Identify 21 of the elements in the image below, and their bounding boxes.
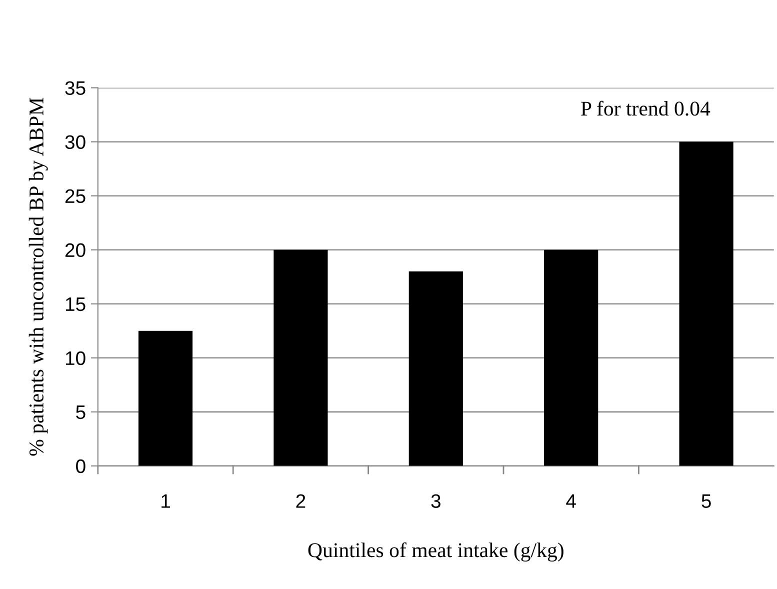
bar (138, 330, 193, 466)
x-tick-label: 5 (702, 494, 711, 508)
y-tick-label: 15 (66, 298, 86, 312)
y-tick-label: 10 (66, 351, 86, 366)
bar (679, 142, 734, 466)
y-tick-label: 20 (65, 243, 86, 258)
x-tick-label: 3 (431, 494, 440, 508)
y-tick-label: 5 (76, 406, 86, 420)
x-tick-label: 2 (296, 494, 306, 508)
y-tick-label: 25 (65, 189, 86, 204)
y-tick-label: 35 (65, 81, 86, 95)
y-tick-label: 0 (76, 459, 86, 474)
annotation: P for trend 0.04 (581, 100, 710, 116)
x-tick-label: 1 (162, 494, 170, 508)
y-tick-label: 30 (65, 135, 86, 150)
y-axis-title: % patients with uncontrolled BP by ABPM (28, 98, 48, 456)
bar (544, 250, 598, 466)
bar (274, 250, 328, 466)
x-axis-title: Quintiles of meat intake (g/kg) (308, 542, 564, 562)
x-tick-label: 4 (566, 494, 576, 508)
bar (408, 271, 463, 466)
